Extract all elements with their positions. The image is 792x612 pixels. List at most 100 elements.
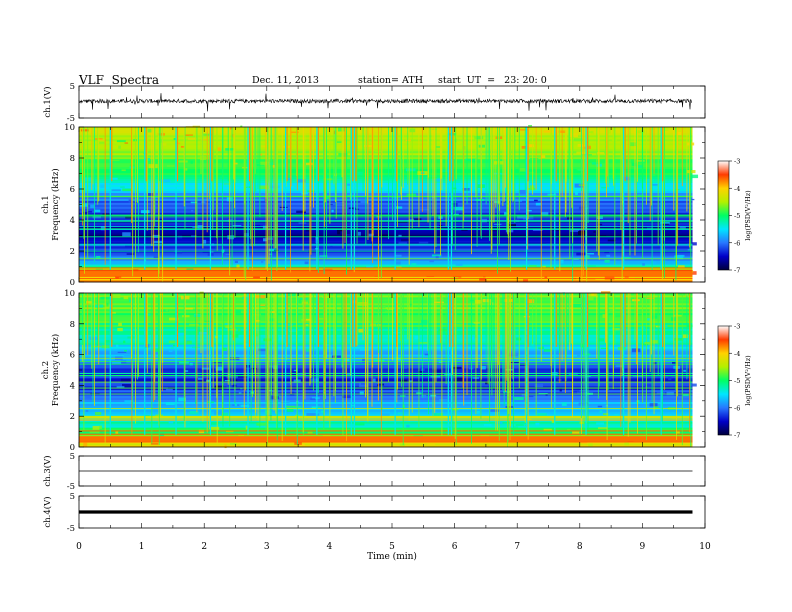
spectrogram-cell — [621, 256, 631, 259]
spectrogram-cell — [307, 431, 313, 434]
spectrogram-band — [79, 346, 693, 349]
spectrogram-cell — [397, 412, 402, 415]
spectrogram-cell — [674, 255, 684, 260]
spectrogram-cell — [218, 322, 225, 325]
spectrogram-band — [79, 375, 693, 379]
spectrogram-cell — [551, 420, 555, 423]
spectrogram-cell — [469, 299, 475, 302]
spectrogram-cell — [528, 125, 533, 127]
spectrogram-band — [79, 312, 693, 316]
spectrogram-band — [79, 224, 693, 227]
spectrogram-cell — [92, 425, 100, 430]
spectrogram-cell — [429, 259, 434, 263]
spectrogram-cell — [204, 241, 211, 243]
spectrogram-cell — [224, 444, 227, 449]
spectrogram-band — [79, 230, 693, 233]
spectrogram-cell — [642, 263, 645, 266]
spectrogram-band — [79, 172, 693, 176]
spectrogram-cell — [676, 430, 680, 434]
spectrogram-band — [79, 324, 693, 327]
spectrogram-cell — [430, 375, 441, 378]
spectrogram-cell — [124, 142, 129, 144]
x-tick-label: 4 — [327, 542, 333, 552]
spectrogram-band — [79, 427, 693, 430]
spectrogram-band — [79, 168, 693, 172]
spectrogram-cell — [485, 382, 489, 385]
spectrogram-cell — [259, 153, 262, 156]
spectrogram-band — [79, 127, 693, 130]
spectrogram-cell — [305, 228, 311, 232]
spectrogram-cell — [573, 390, 580, 392]
spectrogram-cell — [234, 403, 237, 407]
spectrogram-cell — [184, 307, 193, 310]
spectrogram-cell — [257, 403, 267, 407]
spectrogram-cell — [552, 229, 561, 232]
spectrogram-cell — [474, 299, 483, 304]
spectrogram-cell — [382, 413, 390, 417]
spectrogram-cell — [568, 372, 578, 376]
spectrogram-cell — [290, 226, 297, 230]
spectrogram-cell — [465, 157, 476, 159]
spectrogram-cell — [359, 391, 364, 395]
spectrogram-cell — [597, 215, 603, 220]
spectrogram-cell — [330, 203, 333, 206]
spectrogram-cell — [462, 188, 470, 191]
spectrogram-cell — [683, 393, 689, 397]
spectrogram-cell — [668, 376, 672, 381]
colorbar-tick-label: -3 — [734, 323, 740, 331]
spectrogram-cell — [299, 444, 305, 446]
spectrogram-cell — [188, 137, 198, 140]
spectrogram-band — [79, 142, 693, 146]
spectrogram-cell — [293, 369, 298, 372]
spectrogram-cell — [116, 386, 125, 388]
spectrogram-band — [79, 366, 693, 369]
spectrogram-cell — [182, 315, 190, 318]
spectrogram-band — [79, 184, 693, 188]
colorbar-tick-label: -5 — [734, 377, 740, 385]
colorbar-tick-label: -6 — [734, 239, 740, 247]
spectrogram-cell — [606, 254, 611, 258]
spectrogram-cell — [630, 178, 639, 180]
spectrogram-band — [79, 306, 693, 310]
spectrogram-cell — [541, 154, 544, 157]
spectrogram-cell — [166, 165, 175, 167]
spectrogram-cell — [298, 299, 302, 304]
spectrogram-cell — [111, 361, 122, 365]
spectrogram-cell — [597, 405, 603, 408]
spectrogram-cell — [438, 328, 448, 332]
spectrogram-cell — [186, 421, 190, 424]
spectrogram-band — [79, 326, 693, 329]
spectrogram-cell — [653, 443, 661, 445]
spectrogram-band — [79, 294, 693, 298]
x-tick-label: 3 — [264, 542, 270, 552]
spectrogram-band — [79, 280, 693, 283]
channel-label: ch.1 — [41, 195, 51, 213]
spectrogram-cell — [238, 434, 245, 437]
spectrogram-cell — [588, 131, 593, 133]
spectrogram-cell — [270, 311, 276, 313]
spectrogram-cell — [543, 130, 553, 133]
spectrogram-cell — [421, 319, 429, 324]
spectrogram-cell — [245, 425, 249, 430]
spectrogram-band — [79, 352, 693, 355]
spectrogram-band — [79, 358, 693, 361]
spectrogram-cell — [189, 323, 199, 327]
spectrogram-cell — [421, 395, 427, 398]
spectrogram-cell — [94, 373, 104, 377]
x-tick-label: 10 — [699, 542, 711, 552]
spectrogram-band — [79, 180, 693, 184]
spectrogram-cell — [220, 412, 229, 417]
spectrogram-cell — [607, 239, 616, 242]
y-tick-label: 10 — [64, 289, 75, 299]
spectrogram-cell — [607, 129, 611, 134]
colorbar-label: log(PSD(V²/Hz) — [744, 355, 752, 406]
spectrogram-band — [79, 256, 693, 259]
spectrogram-cell — [402, 404, 406, 409]
spectrogram-cell — [201, 367, 210, 370]
spectrogram-cell — [190, 160, 193, 164]
spectrogram-cell — [434, 298, 444, 301]
spectrogram-cell — [471, 336, 475, 340]
spectrogram-cell — [173, 250, 183, 254]
spectrogram-cell — [118, 322, 122, 327]
spectrogram-cell — [393, 226, 403, 228]
